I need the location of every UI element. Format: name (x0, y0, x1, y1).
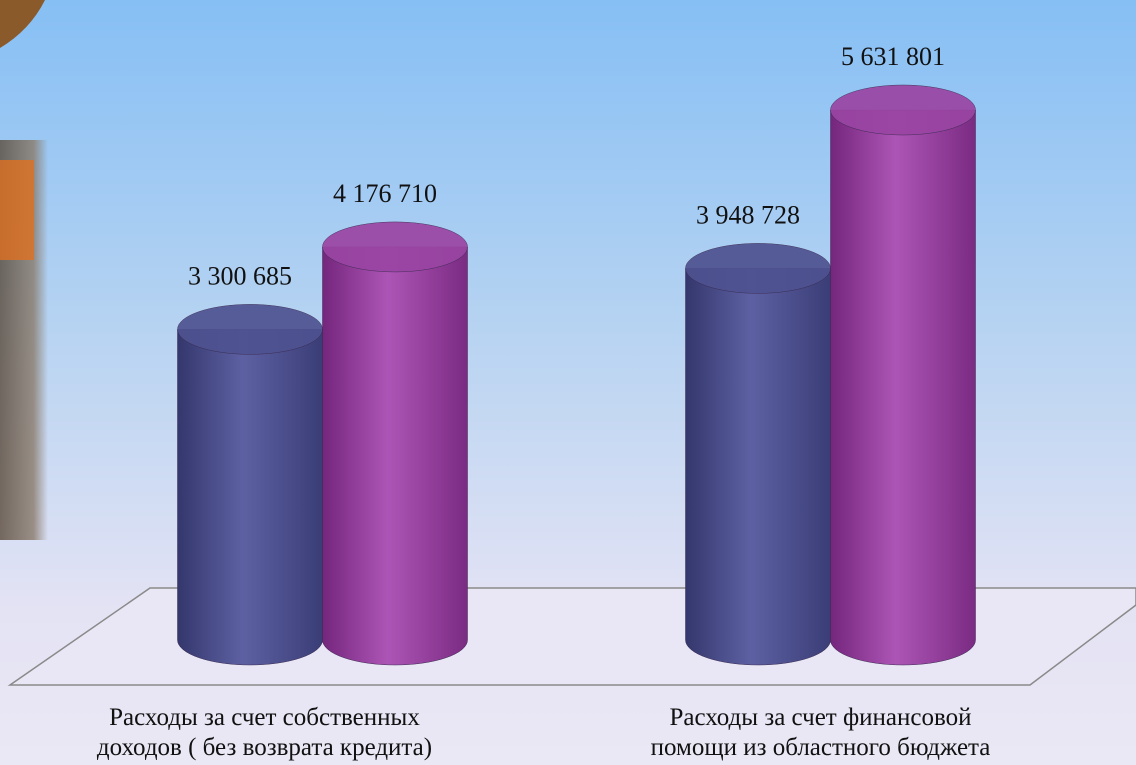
bar (177, 329, 323, 666)
x-tick-label: Расходы за счет финансовой помощи из обл… (650, 704, 991, 761)
value-label: 4 176 710 (333, 179, 437, 208)
bar (830, 109, 976, 666)
bar-top (177, 304, 323, 355)
value-label: 3 300 685 (188, 261, 292, 290)
bar-top (830, 84, 976, 136)
decor-photo-detail (0, 160, 34, 260)
value-label: 5 631 801 (841, 42, 945, 71)
bar (685, 268, 831, 666)
bar-top (685, 243, 831, 294)
x-tick-label: Расходы за счет собственных доходов ( бе… (96, 704, 433, 761)
decor-corner (0, 0, 45, 48)
value-label: 3 948 728 (696, 200, 800, 229)
bar-top (322, 221, 468, 273)
bar (322, 246, 468, 666)
